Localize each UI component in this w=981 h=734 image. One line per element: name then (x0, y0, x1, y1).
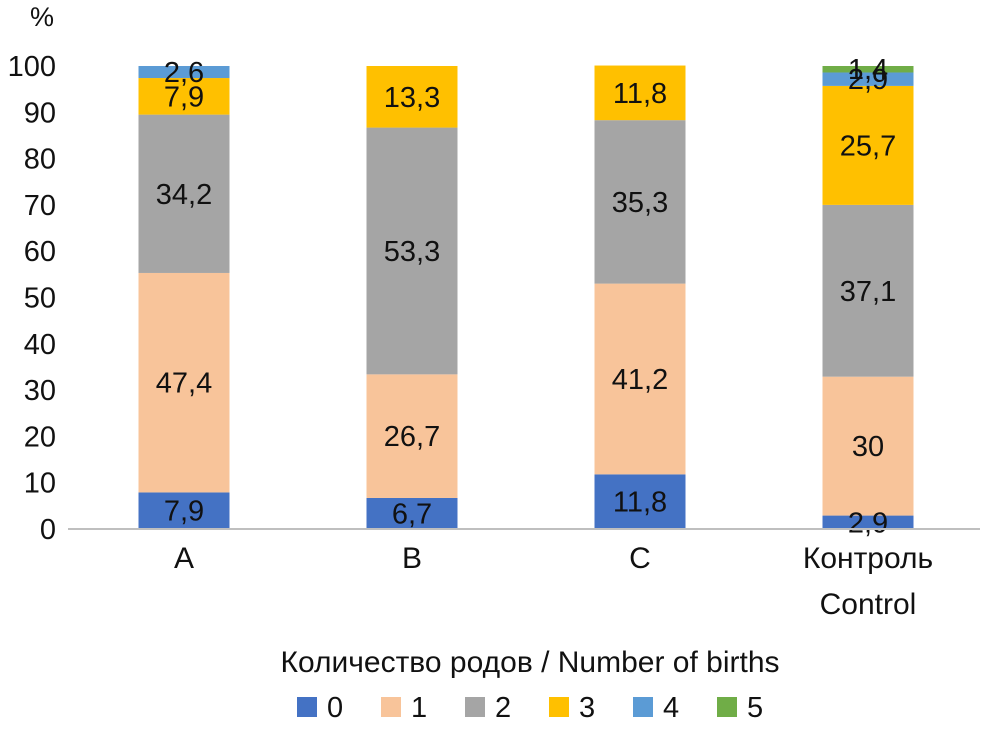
data-label: 26,7 (384, 421, 440, 453)
y-tick-label: 30 (24, 375, 56, 407)
legend-swatch (717, 697, 737, 717)
legend-swatch (633, 697, 653, 717)
data-label: 6,7 (392, 498, 432, 530)
bar-segment (138, 114, 230, 273)
bar-segment (822, 376, 914, 516)
bar-segment (366, 127, 458, 375)
x-category-label: Контроль (803, 542, 933, 575)
x-category-label: B (402, 542, 422, 575)
bar-segment (138, 66, 230, 79)
data-label: 53,3 (384, 236, 440, 268)
bar-segment (138, 492, 230, 529)
y-tick-label: 40 (24, 329, 56, 361)
data-label: 30 (852, 431, 884, 463)
x-category-label: Control (820, 588, 917, 621)
x-category-label: C (629, 542, 651, 575)
bar-segment (822, 66, 914, 73)
y-axis-unit-label: % (30, 2, 54, 32)
y-tick-label: 20 (24, 421, 56, 453)
data-label: 35,3 (612, 187, 668, 219)
bar-segment (822, 204, 914, 377)
legend-label: 0 (327, 692, 343, 724)
y-tick-label: 80 (24, 144, 56, 176)
y-axis-ticks: 0 10 20 30 40 50 60 70 80 90 100 (8, 51, 56, 546)
legend-title: Количество родов / Number of births (280, 646, 779, 679)
y-tick-label: 10 (24, 468, 56, 500)
bar-segment (366, 374, 458, 498)
y-tick-label: 0 (40, 514, 56, 546)
data-label: 37,1 (840, 276, 896, 308)
data-label: 47,4 (156, 368, 212, 400)
legend: 0 1 2 3 4 5 (297, 692, 763, 724)
legend-label: 2 (495, 692, 511, 724)
legend-swatch (465, 697, 485, 717)
bar-segment (594, 474, 686, 529)
data-label: 2,6 (164, 57, 204, 89)
legend-swatch (549, 697, 569, 717)
data-label: 11,8 (613, 78, 667, 110)
x-category-label: A (174, 542, 194, 575)
data-label: 2,9 (848, 64, 888, 96)
bars: 7,947,434,27,92,66,726,753,313,311,841,2… (138, 54, 914, 539)
data-label: 41,2 (612, 364, 668, 396)
y-tick-label: 50 (24, 283, 56, 315)
legend-label: 4 (663, 692, 679, 724)
bar-segment (822, 85, 914, 205)
legend-label: 5 (747, 692, 763, 724)
legend-swatch (297, 697, 317, 717)
data-label: 13,3 (384, 82, 440, 114)
bar-segment (594, 283, 686, 475)
y-tick-label: 60 (24, 236, 56, 268)
legend-label: 3 (579, 692, 595, 724)
data-label: 34,2 (156, 179, 212, 211)
data-label: 7,9 (164, 496, 204, 528)
data-label: 25,7 (840, 130, 896, 162)
data-label: 11,8 (613, 487, 667, 519)
data-label: 7,9 (164, 81, 204, 113)
bar-segment (138, 78, 230, 115)
data-label: 1,4 (848, 54, 888, 86)
bar-segment (822, 72, 914, 86)
y-tick-label: 70 (24, 190, 56, 222)
legend-label: 1 (411, 692, 427, 724)
bar-segment (594, 65, 686, 121)
y-tick-label: 100 (8, 51, 56, 83)
bar-segment (366, 497, 458, 529)
bar-segment (822, 515, 914, 529)
bar-segment (138, 272, 230, 493)
x-axis-categories: A B C Контроль Control (174, 542, 933, 621)
bar-segment (366, 66, 458, 128)
data-label: 2,9 (848, 507, 888, 539)
bar-segment (594, 120, 686, 284)
legend-swatch (381, 697, 401, 717)
y-tick-label: 90 (24, 97, 56, 129)
